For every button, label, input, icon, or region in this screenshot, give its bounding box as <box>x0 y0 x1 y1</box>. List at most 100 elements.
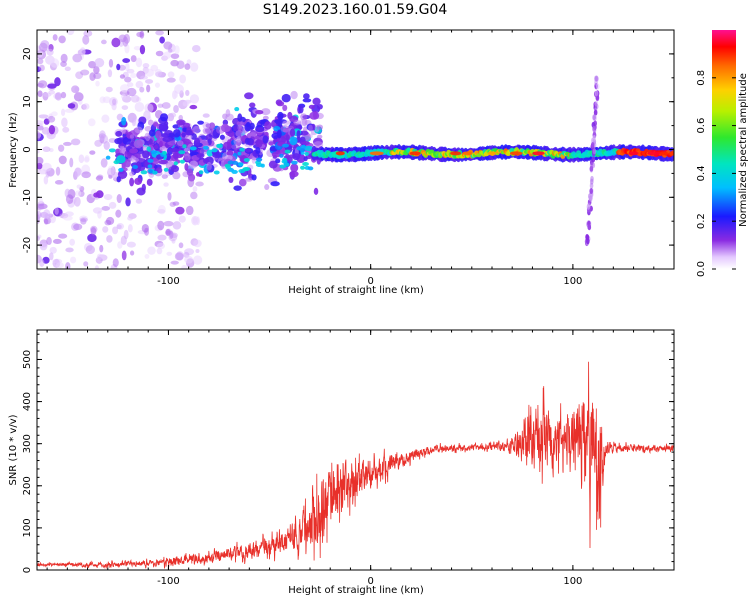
spectrogram-cell <box>184 153 191 162</box>
spectrogram-cell <box>255 139 263 148</box>
spectrogram-cell <box>121 105 129 110</box>
spectrogram-cell <box>255 147 261 154</box>
spectrogram-cell <box>144 254 150 259</box>
spectrogram-cell <box>60 108 66 117</box>
spectrogram-cell <box>184 255 194 264</box>
spectrogram-cell <box>103 193 113 201</box>
spectrogram-cell <box>158 123 169 132</box>
spectrogram-cell <box>279 164 286 169</box>
spectrogram-cell <box>509 151 523 156</box>
spectrogram-cell <box>148 129 156 137</box>
spectrogram-cell <box>37 156 44 165</box>
spectrogram-cell <box>670 150 674 156</box>
colorbar: 0.0 0.2 0.4 0.6 0.8 Normalized spectral ampl… <box>696 30 749 277</box>
spectrogram-cell <box>129 134 135 139</box>
spectrogram-cell <box>172 129 181 138</box>
spectrogram-y-tick-label: 0 <box>22 146 33 152</box>
spectrogram-cell <box>198 170 204 175</box>
spectrogram-cell <box>237 124 243 131</box>
spectrogram-cell <box>140 170 148 175</box>
spectrogram-cell <box>141 224 149 233</box>
snr-y-ticks: 0 100 200 300 400 500 <box>22 333 674 573</box>
spectrogram-cell <box>190 133 197 140</box>
spectrogram-cell <box>145 79 154 84</box>
spectrogram-cell <box>264 121 272 130</box>
spectrogram-cell <box>54 207 59 215</box>
spectrogram-cell <box>37 120 44 126</box>
spectrogram-cell <box>270 181 280 187</box>
spectrogram-cell <box>628 151 639 156</box>
spectrogram-cell <box>591 156 596 163</box>
spectrogram-cell <box>139 44 146 55</box>
spectrogram-cell <box>107 69 113 78</box>
spectrogram-cell <box>233 185 242 191</box>
spectrogram-cell <box>222 141 232 150</box>
spectrogram-cell <box>255 110 264 115</box>
spectrogram-cell <box>145 68 155 77</box>
spectrogram-cell <box>84 155 90 162</box>
spectrogram-cell <box>462 151 473 156</box>
spectrogram-cell <box>167 48 173 53</box>
spectrogram-cell <box>52 34 58 41</box>
spectrogram-cell <box>130 55 137 63</box>
spectrogram-cell <box>590 175 594 182</box>
spectrogram-cell <box>46 131 56 140</box>
spectrogram-cell <box>192 125 201 134</box>
spectrogram-cell <box>135 57 143 68</box>
spectrogram-cell <box>285 134 290 142</box>
spectrogram-cell <box>70 256 77 264</box>
spectrogram-cell <box>49 252 54 261</box>
spectrogram-cell <box>593 109 598 116</box>
spectrogram-cell <box>146 84 151 93</box>
spectrogram-cell <box>282 120 291 125</box>
spectrogram-cell <box>38 114 49 119</box>
spectrogram-cell <box>196 153 205 158</box>
spectrogram-cell <box>119 84 130 93</box>
spectrogram-cell <box>172 221 182 230</box>
spectrogram-cell <box>589 182 594 189</box>
colorbar-label: Normalized spectral amplitude <box>738 73 749 227</box>
colorbar-tick-label: 0.4 <box>696 165 707 181</box>
spectrogram-cell <box>64 66 71 71</box>
spectrogram-cell <box>55 262 64 269</box>
spectrogram-cell <box>178 150 186 155</box>
spectrogram-cell <box>169 148 180 153</box>
spectrogram-cell <box>65 194 74 205</box>
spectrogram-cell <box>147 158 154 163</box>
spectrogram-cell <box>124 76 132 83</box>
spectrogram-cell <box>167 71 175 78</box>
spectrogram-cell <box>159 145 167 152</box>
spectrogram-cell <box>62 215 73 221</box>
spectrogram-cell <box>141 183 146 192</box>
spectrogram-cell <box>121 93 127 100</box>
spectrogram-cell <box>129 177 135 187</box>
figure-title: S149.2023.160.01.59.G04 <box>263 2 448 18</box>
spectrogram-cell <box>41 162 52 172</box>
spectrogram-cell <box>42 146 51 153</box>
spectrogram-cell <box>243 167 251 172</box>
spectrogram-cell <box>155 30 165 36</box>
spectrogram-cell <box>93 192 100 198</box>
spectrogram-cell <box>181 264 188 269</box>
spectrogram-x-tick-label: -100 <box>157 276 180 287</box>
spectrogram-cell <box>144 103 154 113</box>
spectrogram-cell <box>82 34 90 45</box>
spectrogram-cell <box>277 111 284 120</box>
spectrogram-cell <box>268 141 274 146</box>
spectrogram-cell <box>588 195 593 202</box>
spectrogram-cell <box>75 190 82 197</box>
spectrogram-cell <box>108 201 117 209</box>
snr-x-tick-label: 100 <box>563 576 582 587</box>
spectrogram-cell <box>282 143 289 148</box>
spectrogram-cell <box>282 104 288 112</box>
snr-y-tick-label: 100 <box>22 518 33 537</box>
colorbar-tick-label: 0.2 <box>696 213 707 229</box>
spectrogram-cell <box>92 207 103 214</box>
spectrogram-cell <box>189 160 198 169</box>
spectrogram-cell <box>70 138 81 146</box>
spectrogram-cell <box>179 159 186 164</box>
spectrogram-cell <box>185 89 190 97</box>
spectrogram-cell <box>298 104 304 114</box>
spectrogram-cell <box>276 129 282 139</box>
spectrogram-cell <box>186 168 194 177</box>
